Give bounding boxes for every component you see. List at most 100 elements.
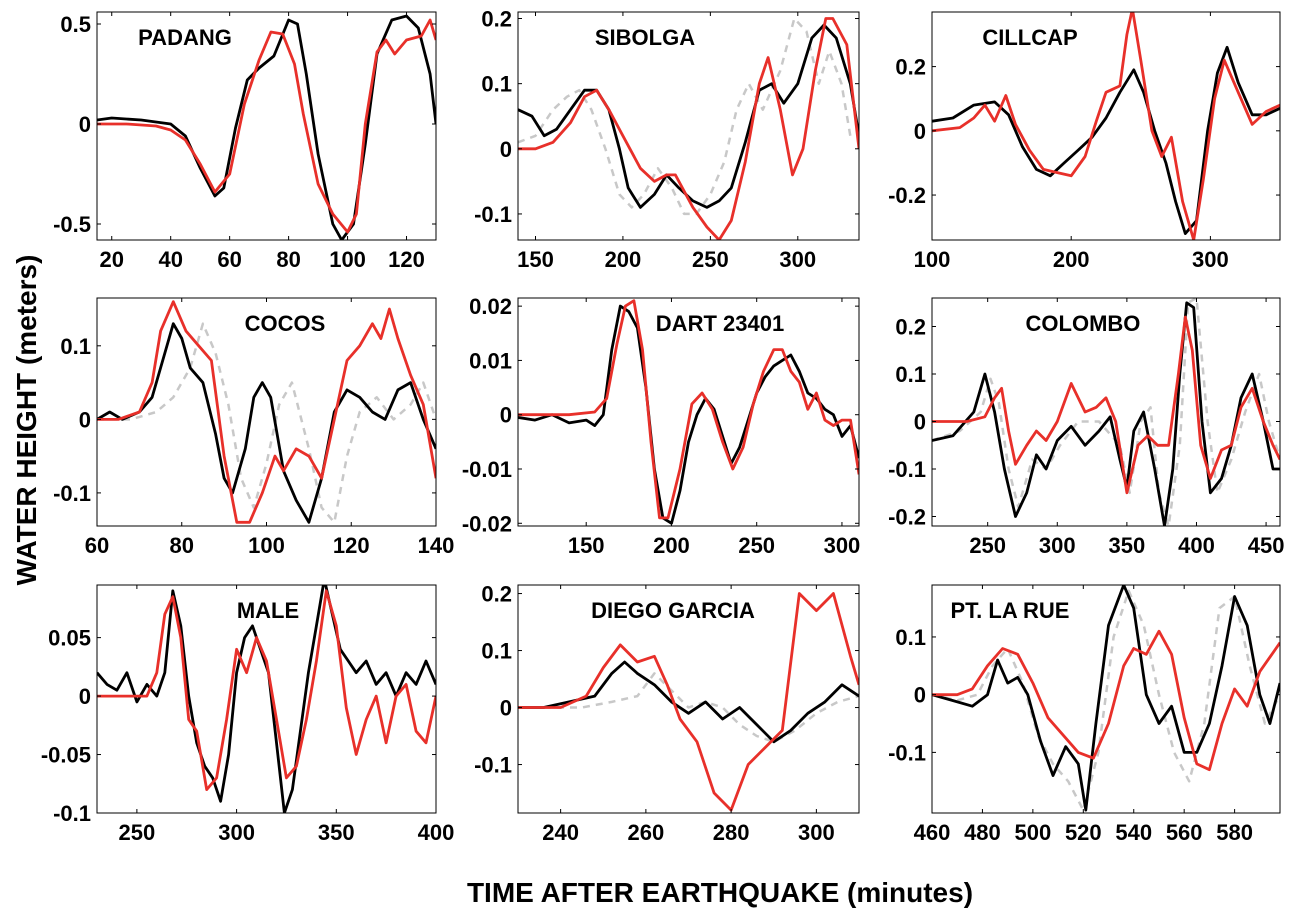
y-tick-label: 0.2 <box>481 7 512 32</box>
plot-frame <box>517 11 860 241</box>
series-alternate-line <box>518 672 859 744</box>
x-tick-label: 100 <box>248 533 285 558</box>
y-tick-label: -0.05 <box>41 743 91 768</box>
y-tick-label: -0.1 <box>474 753 512 778</box>
panel-diego-garcia: 240 260 280 300 -0.1 0 0.1 0.2 DIEGO GARCIA <box>474 582 860 845</box>
series-group <box>97 300 436 524</box>
series-observed-line <box>97 322 436 524</box>
panel-pt-la-rue: 460 480 500 520 540 560 580 -0.1 0 0.1 PT. LA RUE <box>888 584 1281 845</box>
panel-dart-23401: 150 200 250 300 -0.02 -0.01 0 0.01 0.02 DART 2340… <box>462 294 860 558</box>
x-tick-label: 300 <box>1192 247 1229 272</box>
x-tick-label: 300 <box>218 820 255 845</box>
series-observed-line <box>932 45 1280 236</box>
x-tick-label: 60 <box>217 247 241 272</box>
plot-frame <box>517 297 860 527</box>
y-tick-label: 0 <box>500 137 512 162</box>
y-tick-label: 0.1 <box>895 362 926 387</box>
y-axis-title: WATER HEIGHT (meters) <box>11 255 42 586</box>
x-tick-label: 40 <box>158 247 182 272</box>
series-model-line <box>518 299 859 520</box>
x-tick-label: 500 <box>1015 820 1052 845</box>
y-tick-label: -0.1 <box>888 457 926 482</box>
x-tick-label: 400 <box>1178 533 1215 558</box>
x-tick-label: 520 <box>1065 820 1102 845</box>
plot-frame <box>931 11 1281 241</box>
panel-colombo: 250 300 350 400 450 -0.2 -0.1 0 0.1 0.2 COLOMBO <box>888 297 1285 558</box>
y-tick-label: 0.05 <box>48 626 91 651</box>
series-observed-line <box>932 585 1280 812</box>
panel-title: MALE <box>237 598 299 623</box>
y-tick-label: -0.1 <box>53 481 91 506</box>
x-tick-label: 120 <box>388 247 425 272</box>
x-tick-label: 250 <box>738 533 775 558</box>
x-tick-label: 280 <box>713 820 750 845</box>
x-tick-label: 300 <box>798 820 835 845</box>
y-tick-label: 0.01 <box>469 348 512 373</box>
x-tick-label: 200 <box>653 533 690 558</box>
y-tick-label: 0.5 <box>60 12 91 37</box>
y-tick-label: 0.1 <box>895 625 926 650</box>
y-tick-label: -0.5 <box>53 212 91 237</box>
y-tick-label: -0.2 <box>888 183 926 208</box>
x-tick-label: 300 <box>1039 533 1076 558</box>
y-tick-label: 0 <box>500 696 512 721</box>
y-tick-label: 0.1 <box>481 72 512 97</box>
x-tick-label: 540 <box>1115 820 1152 845</box>
panel-title: COCOS <box>245 311 326 336</box>
x-tick-label: 560 <box>1166 820 1203 845</box>
x-tick-label: 200 <box>605 247 642 272</box>
panel-cillcap: 100 200 300 -0.2 0 0.2 CILLCAP <box>888 11 1281 272</box>
y-tick-label: -0.1 <box>474 202 512 227</box>
y-tick-label: -0.1 <box>888 740 926 765</box>
x-tick-label: 150 <box>517 247 554 272</box>
y-tick-label: 0 <box>79 407 91 432</box>
x-tick-label: 450 <box>1248 533 1285 558</box>
series-observed-line <box>932 301 1280 526</box>
x-tick-label: 480 <box>964 820 1001 845</box>
x-tick-label: 250 <box>692 247 729 272</box>
x-tick-label: 400 <box>418 820 455 845</box>
panel-title: CILLCAP <box>982 25 1077 50</box>
x-tick-label: 20 <box>99 247 123 272</box>
series-model-line <box>97 18 436 234</box>
x-tick-label: 300 <box>824 533 861 558</box>
x-tick-label: 460 <box>914 820 951 845</box>
panel-male: 250 300 350 400 -0.1 -0.05 0 0.05 MALE <box>41 584 455 845</box>
x-tick-label: 100 <box>329 247 366 272</box>
x-tick-label: 100 <box>914 247 951 272</box>
y-tick-label: 0 <box>914 119 926 144</box>
x-tick-label: 80 <box>170 533 194 558</box>
panel-cocos: 60 80 100 120 140 -0.1 0 0.1 COCOS <box>53 297 454 558</box>
y-tick-label: 0.02 <box>469 294 512 319</box>
series-alternate-line <box>97 322 436 524</box>
x-tick-label: 260 <box>628 820 665 845</box>
series-group <box>518 17 859 240</box>
y-tick-label: 0.1 <box>60 334 91 359</box>
plot-frame <box>96 11 437 241</box>
panel-title: DIEGO GARCIA <box>591 598 755 623</box>
panel-title: PADANG <box>138 25 232 50</box>
series-observed-line <box>97 585 436 813</box>
y-tick-label: 0.2 <box>895 55 926 80</box>
x-tick-label: 250 <box>969 533 1006 558</box>
y-tick-label: 0.2 <box>895 315 926 340</box>
series-observed-line <box>518 660 859 744</box>
x-tick-label: 300 <box>779 247 816 272</box>
series-model-line <box>932 12 1280 240</box>
panel-title: COLOMBO <box>1026 311 1141 336</box>
plot-frame <box>931 297 1281 527</box>
series-model-line <box>932 629 1280 772</box>
x-tick-label: 120 <box>333 533 370 558</box>
y-tick-label: -0.2 <box>888 505 926 530</box>
x-tick-label: 200 <box>1053 247 1090 272</box>
y-tick-label: -0.1 <box>53 801 91 826</box>
series-group <box>518 592 859 812</box>
series-model-line <box>518 17 859 240</box>
panels-grid: 20 40 60 80 100 120 -0.5 0 0.5 PADANG 150 200 250 300… <box>41 7 1285 845</box>
y-tick-label: -0.01 <box>462 457 512 482</box>
x-axis-title: TIME AFTER EARTHQUAKE (minutes) <box>467 877 973 908</box>
series-model-line <box>932 315 1280 495</box>
panel-padang: 20 40 60 80 100 120 -0.5 0 0.5 PADANG <box>53 11 437 272</box>
series-group <box>97 585 436 813</box>
